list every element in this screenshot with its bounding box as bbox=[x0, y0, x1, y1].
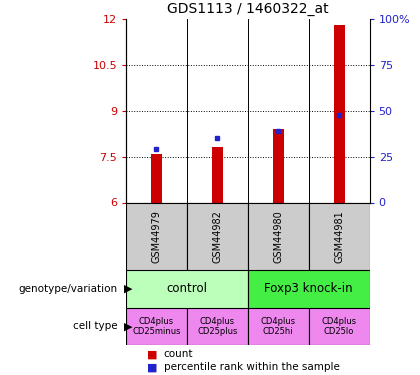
Text: cell type: cell type bbox=[73, 321, 118, 331]
Text: CD4plus
CD25lo: CD4plus CD25lo bbox=[322, 316, 357, 336]
Text: control: control bbox=[166, 282, 207, 295]
Bar bbox=[248, 308, 309, 345]
Text: GSM44980: GSM44980 bbox=[273, 210, 283, 262]
Bar bbox=[309, 308, 370, 345]
Title: GDS1113 / 1460322_at: GDS1113 / 1460322_at bbox=[167, 2, 328, 16]
Text: ■: ■ bbox=[147, 349, 158, 359]
Bar bbox=[333, 25, 345, 202]
Bar bbox=[212, 147, 223, 202]
Text: GSM44982: GSM44982 bbox=[213, 210, 222, 262]
Text: ▶: ▶ bbox=[124, 321, 132, 331]
Text: count: count bbox=[164, 349, 193, 359]
Text: ▶: ▶ bbox=[124, 284, 132, 294]
Bar bbox=[126, 270, 248, 308]
Text: ■: ■ bbox=[147, 362, 158, 372]
Bar bbox=[126, 308, 187, 345]
Bar bbox=[309, 202, 370, 270]
Text: GSM44979: GSM44979 bbox=[152, 210, 161, 262]
Bar bbox=[126, 202, 187, 270]
Bar bbox=[151, 153, 162, 203]
Bar bbox=[187, 202, 248, 270]
Bar bbox=[273, 129, 284, 203]
Text: percentile rank within the sample: percentile rank within the sample bbox=[164, 362, 340, 372]
Text: GSM44981: GSM44981 bbox=[334, 210, 344, 262]
Bar bbox=[187, 308, 248, 345]
Text: genotype/variation: genotype/variation bbox=[18, 284, 118, 294]
Bar bbox=[248, 270, 370, 308]
Text: CD4plus
CD25hi: CD4plus CD25hi bbox=[261, 316, 296, 336]
Bar bbox=[248, 202, 309, 270]
Text: CD4plus
CD25plus: CD4plus CD25plus bbox=[197, 316, 238, 336]
Text: Foxp3 knock-in: Foxp3 knock-in bbox=[264, 282, 353, 295]
Text: CD4plus
CD25minus: CD4plus CD25minus bbox=[132, 316, 181, 336]
